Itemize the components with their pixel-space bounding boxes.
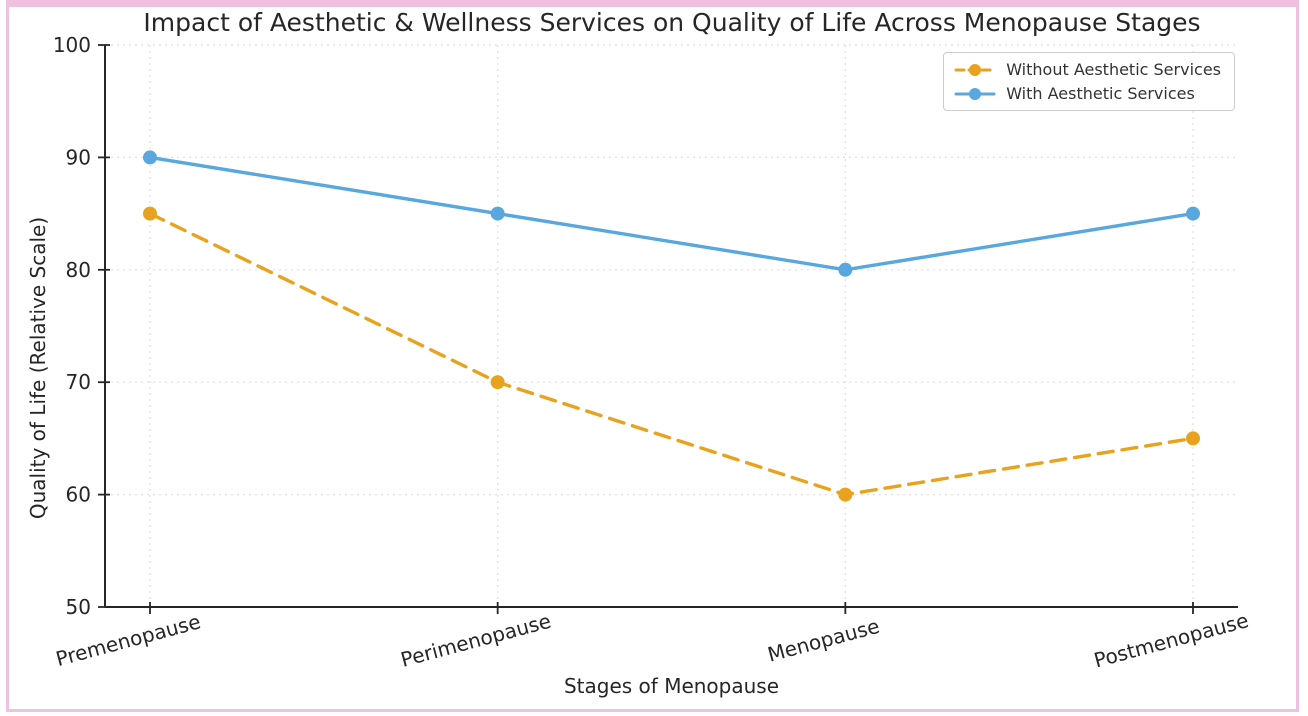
y-axis-label: Quality of Life (Relative Scale) xyxy=(26,216,50,520)
y-tick-label: 70 xyxy=(66,370,91,394)
series-line-0 xyxy=(148,211,1195,497)
data-point-series1-2 xyxy=(838,262,853,277)
y-tick-label: 50 xyxy=(66,595,91,619)
series-line-1 xyxy=(148,155,1195,272)
y-tick-label: 60 xyxy=(66,483,91,507)
solid-line-marker-icon xyxy=(954,87,996,100)
x-tick-label: Postmenopause xyxy=(1091,608,1251,672)
dashed-line-marker-icon xyxy=(954,63,996,76)
legend-label: With Aesthetic Services xyxy=(1006,84,1195,103)
data-point-series0-3 xyxy=(1186,431,1200,446)
data-point-series0-0 xyxy=(143,206,157,221)
x-tick-label: Menopause xyxy=(765,614,882,667)
chart-title: Impact of Aesthetic & Wellness Services … xyxy=(143,8,1201,37)
data-point-series0-1 xyxy=(490,375,505,390)
y-tick-label: 100 xyxy=(53,33,91,57)
y-tick-label: 90 xyxy=(66,145,91,169)
legend-label: Without Aesthetic Services xyxy=(1006,60,1221,79)
x-tick-label: Perimenopause xyxy=(398,609,553,672)
data-point-series1-3 xyxy=(1186,206,1200,221)
data-point-series0-2 xyxy=(838,487,853,502)
data-point-series1-0 xyxy=(143,150,157,165)
legend-item-without-aesthetic-services[interactable]: Without Aesthetic Services xyxy=(954,60,1221,79)
legend-item-with-aesthetic-services[interactable]: With Aesthetic Services xyxy=(954,84,1221,103)
legend: Without Aesthetic Services With Aestheti… xyxy=(943,52,1235,111)
x-axis-label: Stages of Menopause xyxy=(563,674,780,698)
y-tick-label: 80 xyxy=(66,258,91,282)
data-point-series1-1 xyxy=(490,206,505,221)
